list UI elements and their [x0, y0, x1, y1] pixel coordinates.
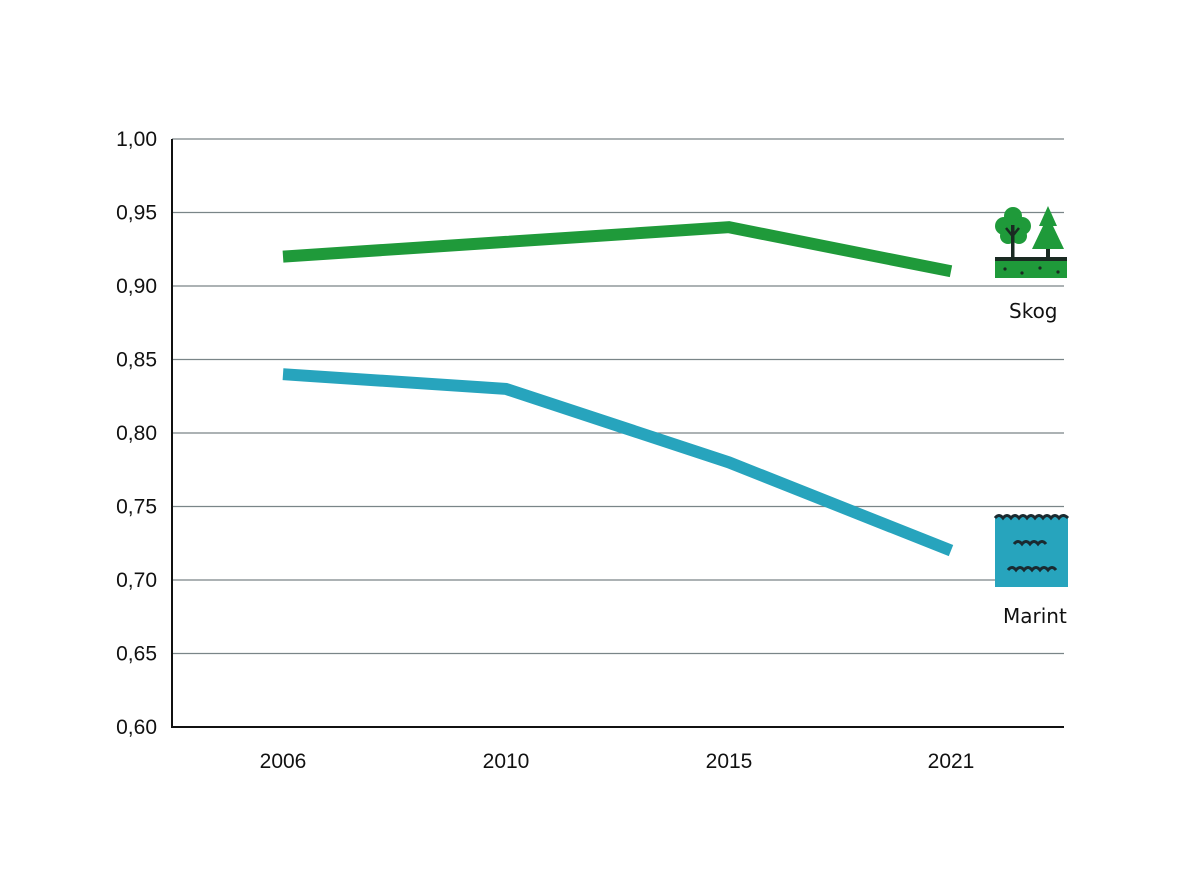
y-tick-label: 0,80	[116, 422, 157, 445]
x-tick-label: 2006	[260, 750, 307, 773]
marine-water-icon	[993, 514, 1070, 587]
y-tick-label: 0,95	[116, 202, 157, 225]
gridlines	[172, 138, 1064, 655]
y-tick-label: 0,85	[116, 349, 157, 372]
y-tick-label: 1,00	[116, 128, 157, 151]
y-tick-label: 0,60	[116, 716, 157, 739]
x-tick-label: 2021	[928, 750, 975, 773]
series-lines	[282, 221, 954, 557]
forest-icon	[995, 206, 1067, 278]
y-tick-label: 0,90	[116, 275, 157, 298]
y-axis-ticks: 0,60 0,65 0,70 0,75 0,80 0,85 0,90 0,95 1,00	[116, 128, 157, 739]
y-tick-label: 0,75	[116, 496, 157, 519]
series-label-marint: Marint	[1003, 604, 1067, 628]
x-tick-label: 2015	[706, 750, 753, 773]
x-tick-label: 2010	[483, 750, 530, 773]
y-tick-label: 0,70	[116, 569, 157, 592]
x-axis-ticks: 2006 2010 2015 2021	[260, 750, 975, 773]
series-line-skog	[282, 221, 953, 278]
y-tick-label: 0,65	[116, 643, 157, 666]
series-line-marint	[282, 368, 954, 557]
series-label-skog: Skog	[1009, 299, 1058, 323]
